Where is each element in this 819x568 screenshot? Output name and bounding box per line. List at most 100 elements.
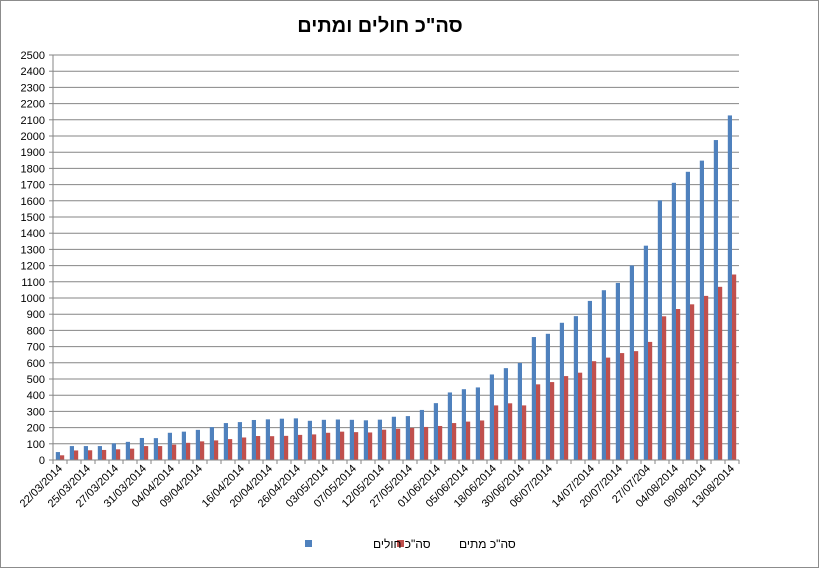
y-tick-label: 700 — [27, 342, 45, 354]
bar-deaths — [732, 274, 737, 460]
bar-deaths — [200, 441, 205, 460]
bar-deaths — [284, 435, 289, 460]
bar-cases — [419, 409, 424, 460]
bar-deaths — [648, 341, 653, 460]
bar-cases — [643, 245, 648, 460]
y-tick-label: 2400 — [21, 66, 45, 78]
bar-deaths — [676, 309, 681, 460]
bar-deaths — [564, 376, 569, 460]
bar-deaths — [592, 361, 597, 460]
bar-deaths — [354, 432, 359, 460]
bar-cases — [685, 171, 690, 460]
bar-cases — [69, 446, 74, 460]
bar-cases — [433, 403, 438, 460]
bar-deaths — [606, 357, 611, 460]
bar-deaths — [410, 427, 415, 460]
y-tick-label: 1900 — [21, 147, 45, 159]
bar-deaths — [340, 431, 345, 460]
bar-deaths — [270, 436, 275, 460]
bar-cases — [671, 182, 676, 460]
chart-title: סה"כ חולים ומתים — [297, 15, 462, 37]
y-tick-label: 800 — [27, 325, 45, 337]
bar-deaths — [452, 423, 457, 460]
bar-cases — [139, 437, 144, 460]
bar-cases — [307, 420, 312, 460]
bar-deaths — [424, 426, 429, 460]
legend-swatch-deaths — [397, 540, 404, 547]
bar-deaths — [60, 455, 65, 460]
bar-cases — [615, 282, 620, 460]
bar-deaths — [312, 434, 317, 460]
x-axis: 22/03/201425/03/201427/03/201431/03/2014… — [18, 459, 740, 510]
bar-deaths — [368, 432, 373, 460]
bar-cases — [363, 420, 368, 460]
bar-cases — [699, 160, 704, 460]
bar-deaths — [438, 425, 443, 460]
bar-deaths — [578, 372, 583, 460]
bar-deaths — [382, 429, 387, 460]
bar-cases — [167, 432, 172, 460]
bar-cases — [531, 337, 536, 460]
bar-cases — [111, 443, 116, 460]
bar-deaths — [102, 449, 107, 460]
y-tick-label: 600 — [27, 358, 45, 370]
bar-deaths — [690, 304, 695, 460]
bar-deaths — [508, 403, 513, 460]
bar-cases — [391, 416, 396, 460]
bar-deaths — [396, 428, 401, 460]
legend-label-deaths: סה"כ מתים — [459, 537, 516, 551]
bar-cases — [657, 200, 662, 460]
y-tick-label: 1800 — [21, 163, 45, 175]
bar-deaths — [214, 440, 219, 460]
y-tick-label: 1100 — [21, 277, 45, 289]
bar-cases — [545, 333, 550, 460]
y-tick-label: 1400 — [21, 228, 45, 240]
bar-cases — [503, 368, 508, 460]
bar-cases — [335, 419, 340, 460]
bars — [55, 115, 737, 461]
bar-cases — [559, 322, 564, 460]
bar-cases — [55, 452, 60, 460]
bar-cases — [97, 446, 102, 460]
bar-cases — [83, 446, 88, 460]
y-tick-label: 2300 — [21, 82, 45, 94]
bar-cases — [321, 419, 326, 460]
bar-deaths — [522, 405, 527, 460]
bar-deaths — [480, 420, 485, 460]
bar-cases — [447, 392, 452, 460]
bar-deaths — [634, 351, 639, 460]
legend-swatch-cases — [305, 540, 312, 547]
y-tick-label: 2200 — [21, 99, 45, 111]
bar-deaths — [326, 432, 331, 460]
bar-deaths — [718, 286, 723, 460]
y-tick-label: 2100 — [21, 115, 45, 127]
bar-cases — [125, 441, 130, 460]
bar-deaths — [620, 353, 625, 460]
y-tick-label: 300 — [27, 406, 45, 418]
bar-cases — [293, 418, 298, 460]
y-tick-label: 2000 — [21, 131, 45, 143]
bar-cases — [237, 422, 242, 460]
bar-deaths — [494, 405, 499, 460]
bar-cases — [223, 423, 228, 460]
bar-cases — [349, 419, 354, 460]
bar-cases — [573, 316, 578, 460]
bar-cases — [279, 418, 284, 460]
bar-cases — [629, 265, 634, 460]
y-tick-label: 100 — [27, 439, 45, 451]
bar-cases — [713, 140, 718, 461]
y-tick-label: 1000 — [21, 293, 45, 305]
bar-cases — [251, 419, 256, 460]
bar-deaths — [88, 450, 93, 460]
bar-deaths — [466, 421, 471, 460]
bar-cases — [601, 290, 606, 460]
bar-deaths — [74, 450, 79, 460]
bar-cases — [265, 419, 270, 460]
y-tick-label: 1200 — [21, 261, 45, 273]
legend: סה"כ מתים סה"כ חולים — [305, 537, 516, 551]
y-tick-label: 500 — [27, 374, 45, 386]
bar-deaths — [172, 444, 177, 460]
bar-cases — [195, 429, 200, 460]
bar-cases — [517, 362, 522, 460]
